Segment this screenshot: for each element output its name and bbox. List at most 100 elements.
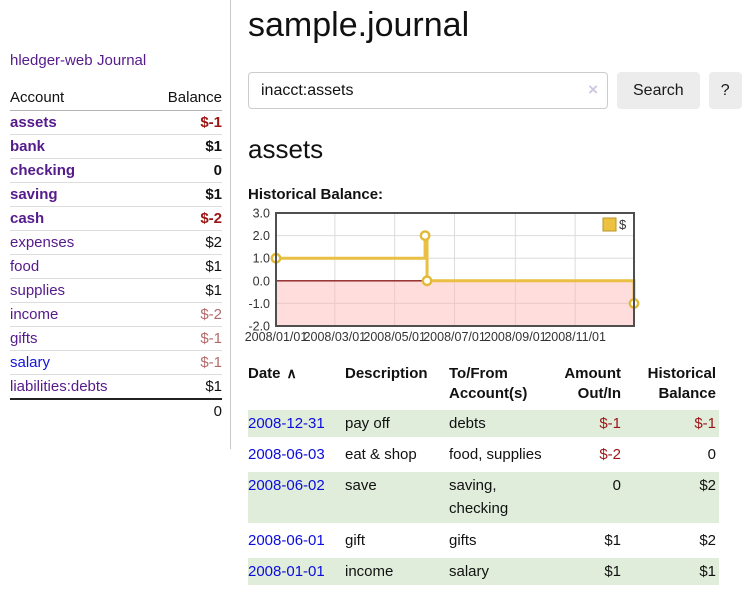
transaction-date-link[interactable]: 2008-01-01 — [248, 562, 325, 580]
account-row: saving $1 — [10, 182, 222, 207]
transaction-description: eat & shop — [345, 445, 417, 463]
transaction-amount: $-2 — [599, 445, 621, 463]
plot-border — [275, 212, 635, 328]
search-button[interactable]: Search — [617, 72, 700, 110]
account-link[interactable]: salary — [10, 354, 51, 371]
x-tick-label: 2008/07/01 — [423, 330, 486, 344]
transaction-date-link[interactable]: 2008-06-03 — [248, 445, 325, 463]
chart-label: Historical Balance: — [248, 186, 384, 204]
account-row: assets $-1 — [10, 110, 222, 135]
y-tick-label: 1.0 — [253, 252, 270, 266]
search-input[interactable] — [248, 72, 608, 110]
account-balance: $1 — [146, 134, 222, 159]
legend-label: $ — [619, 217, 627, 232]
account-balance: $1 — [146, 374, 222, 400]
accounts-table-body: assets $-1 bank $1 checking 0 saving $1 cash $-2 e… — [10, 110, 222, 400]
clear-search-icon[interactable]: × — [588, 80, 598, 100]
account-balance: $-2 — [146, 206, 222, 231]
account-link[interactable]: income — [10, 306, 59, 323]
register-header-description: Description — [345, 365, 428, 383]
page-title: sample.journal — [248, 6, 470, 44]
account-row: income $-2 — [10, 302, 222, 327]
register-header-accounts: To/From Account(s) — [449, 365, 528, 403]
transaction-date-link[interactable]: 2008-12-31 — [248, 414, 325, 432]
accounts-total-spacer — [10, 398, 147, 423]
transaction-accounts: debts — [449, 409, 555, 437]
transaction-accounts: food, supplies — [449, 445, 542, 463]
transaction-amount: $1 — [604, 531, 621, 549]
account-row: supplies $1 — [10, 278, 222, 303]
transaction-accounts: saving, checking — [449, 472, 555, 523]
y-tick-label: 0.0 — [253, 274, 270, 288]
y-tick-label: -1.0 — [248, 297, 270, 311]
account-link[interactable]: saving — [10, 186, 58, 203]
sort-asc-icon: ∧ — [286, 365, 297, 382]
transaction-row: 2008-01-01 income salary $1 $1 — [248, 557, 719, 586]
transaction-row: 2008-06-01 gift gifts $1 $2 — [248, 527, 719, 554]
account-link[interactable]: expenses — [10, 234, 75, 251]
x-tick-label: 2008/01/01 — [245, 330, 308, 344]
data-point-marker — [419, 230, 431, 242]
transaction-balance: $2 — [699, 531, 716, 549]
sidebar: hledger-web Journal Account Balance asse… — [0, 0, 231, 449]
transaction-row: 2008-06-03 eat & shop food, supplies $-2 0 — [248, 441, 719, 468]
y-tick-label: 2.0 — [253, 229, 270, 243]
accounts-header-balance: Balance — [146, 86, 222, 111]
account-link[interactable]: gifts — [10, 330, 38, 347]
y-tick-label: -2.0 — [248, 320, 270, 334]
accounts-total-value: 0 — [146, 398, 222, 423]
account-balance: $2 — [146, 230, 222, 255]
account-link[interactable]: food — [10, 258, 40, 275]
transaction-amount: $1 — [555, 557, 629, 586]
transaction-accounts: gifts — [449, 531, 477, 549]
account-balance: $1 — [146, 278, 222, 303]
x-tick-label: 2008/05/01 — [363, 330, 426, 344]
app-title-link[interactable]: hledger-web — [10, 52, 93, 69]
sidebar-item-journal[interactable]: Journal — [97, 52, 147, 69]
legend-swatch — [602, 217, 617, 232]
account-row: cash $-2 — [10, 206, 222, 231]
accounts-header-account: Account — [10, 86, 147, 111]
account-row: checking 0 — [10, 158, 222, 183]
account-link[interactable]: bank — [10, 138, 46, 155]
transaction-description: pay off — [345, 409, 449, 437]
account-balance: $1 — [146, 182, 222, 207]
account-row: expenses $2 — [10, 230, 222, 255]
transaction-accounts: salary — [449, 557, 555, 586]
account-link[interactable]: assets — [10, 114, 57, 131]
account-link[interactable]: liabilities:debts — [10, 378, 108, 395]
transaction-balance: 0 — [707, 445, 716, 463]
transaction-description: income — [345, 557, 449, 586]
register-header-date[interactable]: Date ∧ — [248, 365, 297, 383]
account-row: food $1 — [10, 254, 222, 279]
account-balance: $-1 — [146, 326, 222, 351]
register-header-amount: Amount Out/In — [564, 365, 621, 403]
accounts-table: Account Balance assets $-1 bank $1 checking 0… — [10, 86, 222, 423]
transaction-date-link[interactable]: 2008-06-01 — [248, 531, 325, 549]
account-row: liabilities:debts $1 — [10, 374, 222, 400]
help-button[interactable]: ? — [708, 72, 742, 110]
transaction-date-link[interactable]: 2008-06-02 — [248, 477, 325, 495]
account-link[interactable]: cash — [10, 210, 45, 227]
transaction-balance: $1 — [629, 557, 719, 586]
register-header-row: Date ∧ Description To/From Account(s) Amo… — [248, 364, 719, 406]
transaction-balance: $2 — [629, 472, 719, 523]
negative-region — [276, 280, 634, 327]
transaction-row: 2008-06-02 save saving, checking 0 $2 — [248, 472, 719, 523]
account-row: gifts $-1 — [10, 326, 222, 351]
accounts-total-row: 0 — [10, 398, 222, 423]
account-balance: $-1 — [146, 110, 222, 135]
register-table-body: 2008-12-31 pay off debts $-1 $-1 2008-06-03 ea… — [248, 409, 719, 586]
register-table: Date ∧ Description To/From Account(s) Amo… — [248, 360, 719, 589]
transaction-description: gift — [345, 531, 366, 549]
account-heading: assets — [248, 134, 324, 165]
account-link[interactable]: supplies — [10, 282, 66, 299]
search-box: × — [248, 72, 608, 110]
transaction-description: save — [345, 472, 449, 523]
account-balance: $1 — [146, 254, 222, 279]
transaction-amount: 0 — [555, 472, 629, 523]
x-tick-label: 2008/11/01 — [544, 330, 606, 344]
account-link[interactable]: checking — [10, 162, 76, 179]
x-tick-label: 2008/03/01 — [304, 330, 367, 344]
